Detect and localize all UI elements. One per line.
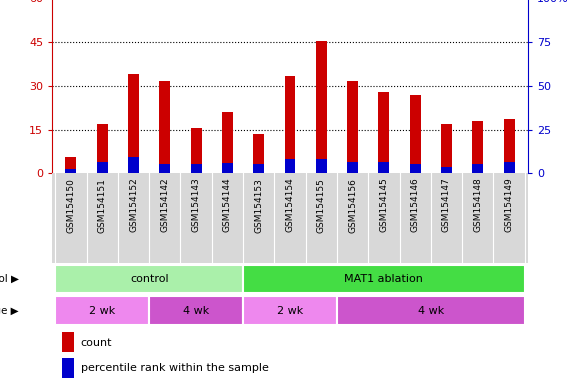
Bar	[149, 296, 243, 325]
Text: 2 wk: 2 wk	[277, 306, 303, 316]
Bar	[243, 265, 525, 293]
Text: GSM154145: GSM154145	[379, 178, 389, 232]
Bar	[243, 296, 337, 325]
Bar	[222, 163, 233, 173]
Text: 2 wk: 2 wk	[89, 306, 115, 316]
Text: GSM154150: GSM154150	[67, 178, 75, 233]
Text: GSM154144: GSM154144	[223, 178, 232, 232]
Text: GSM154149: GSM154149	[505, 178, 513, 232]
Bar	[316, 41, 327, 173]
Text: GSM154156: GSM154156	[348, 178, 357, 233]
Bar	[66, 169, 77, 173]
Bar	[503, 162, 514, 173]
Text: count: count	[81, 338, 113, 348]
Text: age ▶: age ▶	[0, 306, 19, 316]
Bar	[128, 157, 139, 173]
Bar	[55, 265, 243, 293]
Text: GSM154154: GSM154154	[285, 178, 295, 232]
Bar	[61, 358, 74, 378]
Bar	[378, 162, 389, 173]
Text: GSM154151: GSM154151	[98, 178, 107, 233]
Bar	[316, 159, 327, 173]
Text: 4 wk: 4 wk	[418, 306, 444, 316]
Bar	[503, 119, 514, 173]
Bar	[222, 112, 233, 173]
Bar	[441, 124, 452, 173]
Bar	[285, 76, 295, 173]
Bar	[347, 81, 358, 173]
Text: control: control	[130, 274, 169, 284]
Text: GSM154143: GSM154143	[191, 178, 201, 232]
Bar	[285, 159, 295, 173]
Text: GSM154147: GSM154147	[442, 178, 451, 232]
Text: 4 wk: 4 wk	[183, 306, 209, 316]
Text: MAT1 ablation: MAT1 ablation	[345, 274, 423, 284]
Text: GSM154146: GSM154146	[411, 178, 420, 232]
Bar	[66, 157, 77, 173]
Text: percentile rank within the sample: percentile rank within the sample	[81, 363, 269, 374]
Bar	[472, 121, 483, 173]
Bar	[441, 167, 452, 173]
Text: GSM154152: GSM154152	[129, 178, 138, 232]
Text: GSM154142: GSM154142	[160, 178, 169, 232]
Bar	[160, 164, 171, 173]
Bar	[61, 332, 74, 353]
Bar	[55, 296, 149, 325]
Bar	[97, 162, 108, 173]
Bar	[337, 296, 525, 325]
Bar	[409, 164, 420, 173]
Text: GSM154155: GSM154155	[317, 178, 326, 233]
Text: GSM154153: GSM154153	[254, 178, 263, 233]
Bar	[472, 164, 483, 173]
Text: GSM154148: GSM154148	[473, 178, 482, 232]
Bar	[191, 128, 202, 173]
Bar	[347, 162, 358, 173]
Bar	[253, 164, 264, 173]
Bar	[191, 164, 202, 173]
Text: protocol ▶: protocol ▶	[0, 274, 19, 284]
Bar	[378, 92, 389, 173]
Bar	[253, 134, 264, 173]
Bar	[409, 94, 420, 173]
Bar	[97, 124, 108, 173]
Bar	[160, 81, 171, 173]
Bar	[128, 74, 139, 173]
